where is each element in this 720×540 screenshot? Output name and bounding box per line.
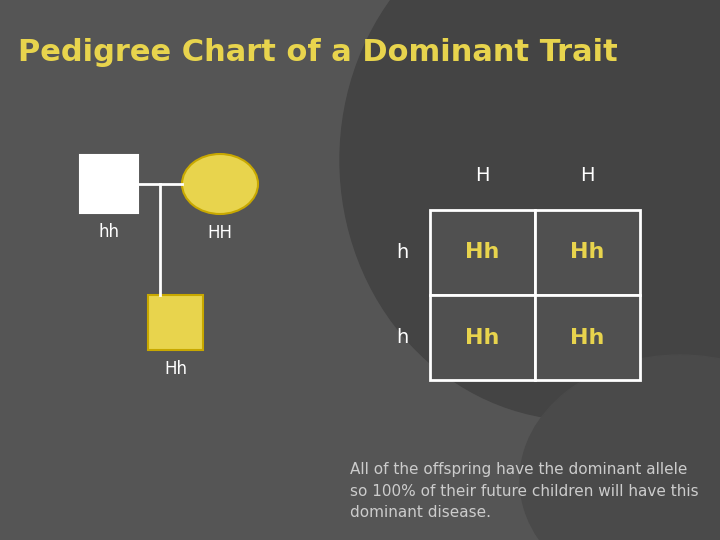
Text: Hh: Hh <box>465 242 500 262</box>
Text: Hh: Hh <box>465 327 500 348</box>
Text: h: h <box>396 328 408 347</box>
Text: Hh: Hh <box>570 242 605 262</box>
Bar <box>535 210 640 295</box>
Bar <box>430 295 535 380</box>
Ellipse shape <box>182 154 258 214</box>
Text: Pedigree Chart of a Dominant Trait: Pedigree Chart of a Dominant Trait <box>18 38 618 67</box>
Text: hh: hh <box>99 223 120 241</box>
Bar <box>148 295 203 350</box>
Ellipse shape <box>340 0 720 420</box>
Bar <box>430 210 535 295</box>
Text: HH: HH <box>207 224 233 242</box>
Bar <box>535 295 640 380</box>
Ellipse shape <box>520 355 720 540</box>
Text: H: H <box>475 166 490 185</box>
Text: Hh: Hh <box>164 360 187 378</box>
Text: H: H <box>580 166 595 185</box>
Bar <box>80 155 138 213</box>
Text: Hh: Hh <box>570 327 605 348</box>
Text: All of the offspring have the dominant allele
so 100% of their future children w: All of the offspring have the dominant a… <box>350 462 698 520</box>
Text: h: h <box>396 243 408 262</box>
